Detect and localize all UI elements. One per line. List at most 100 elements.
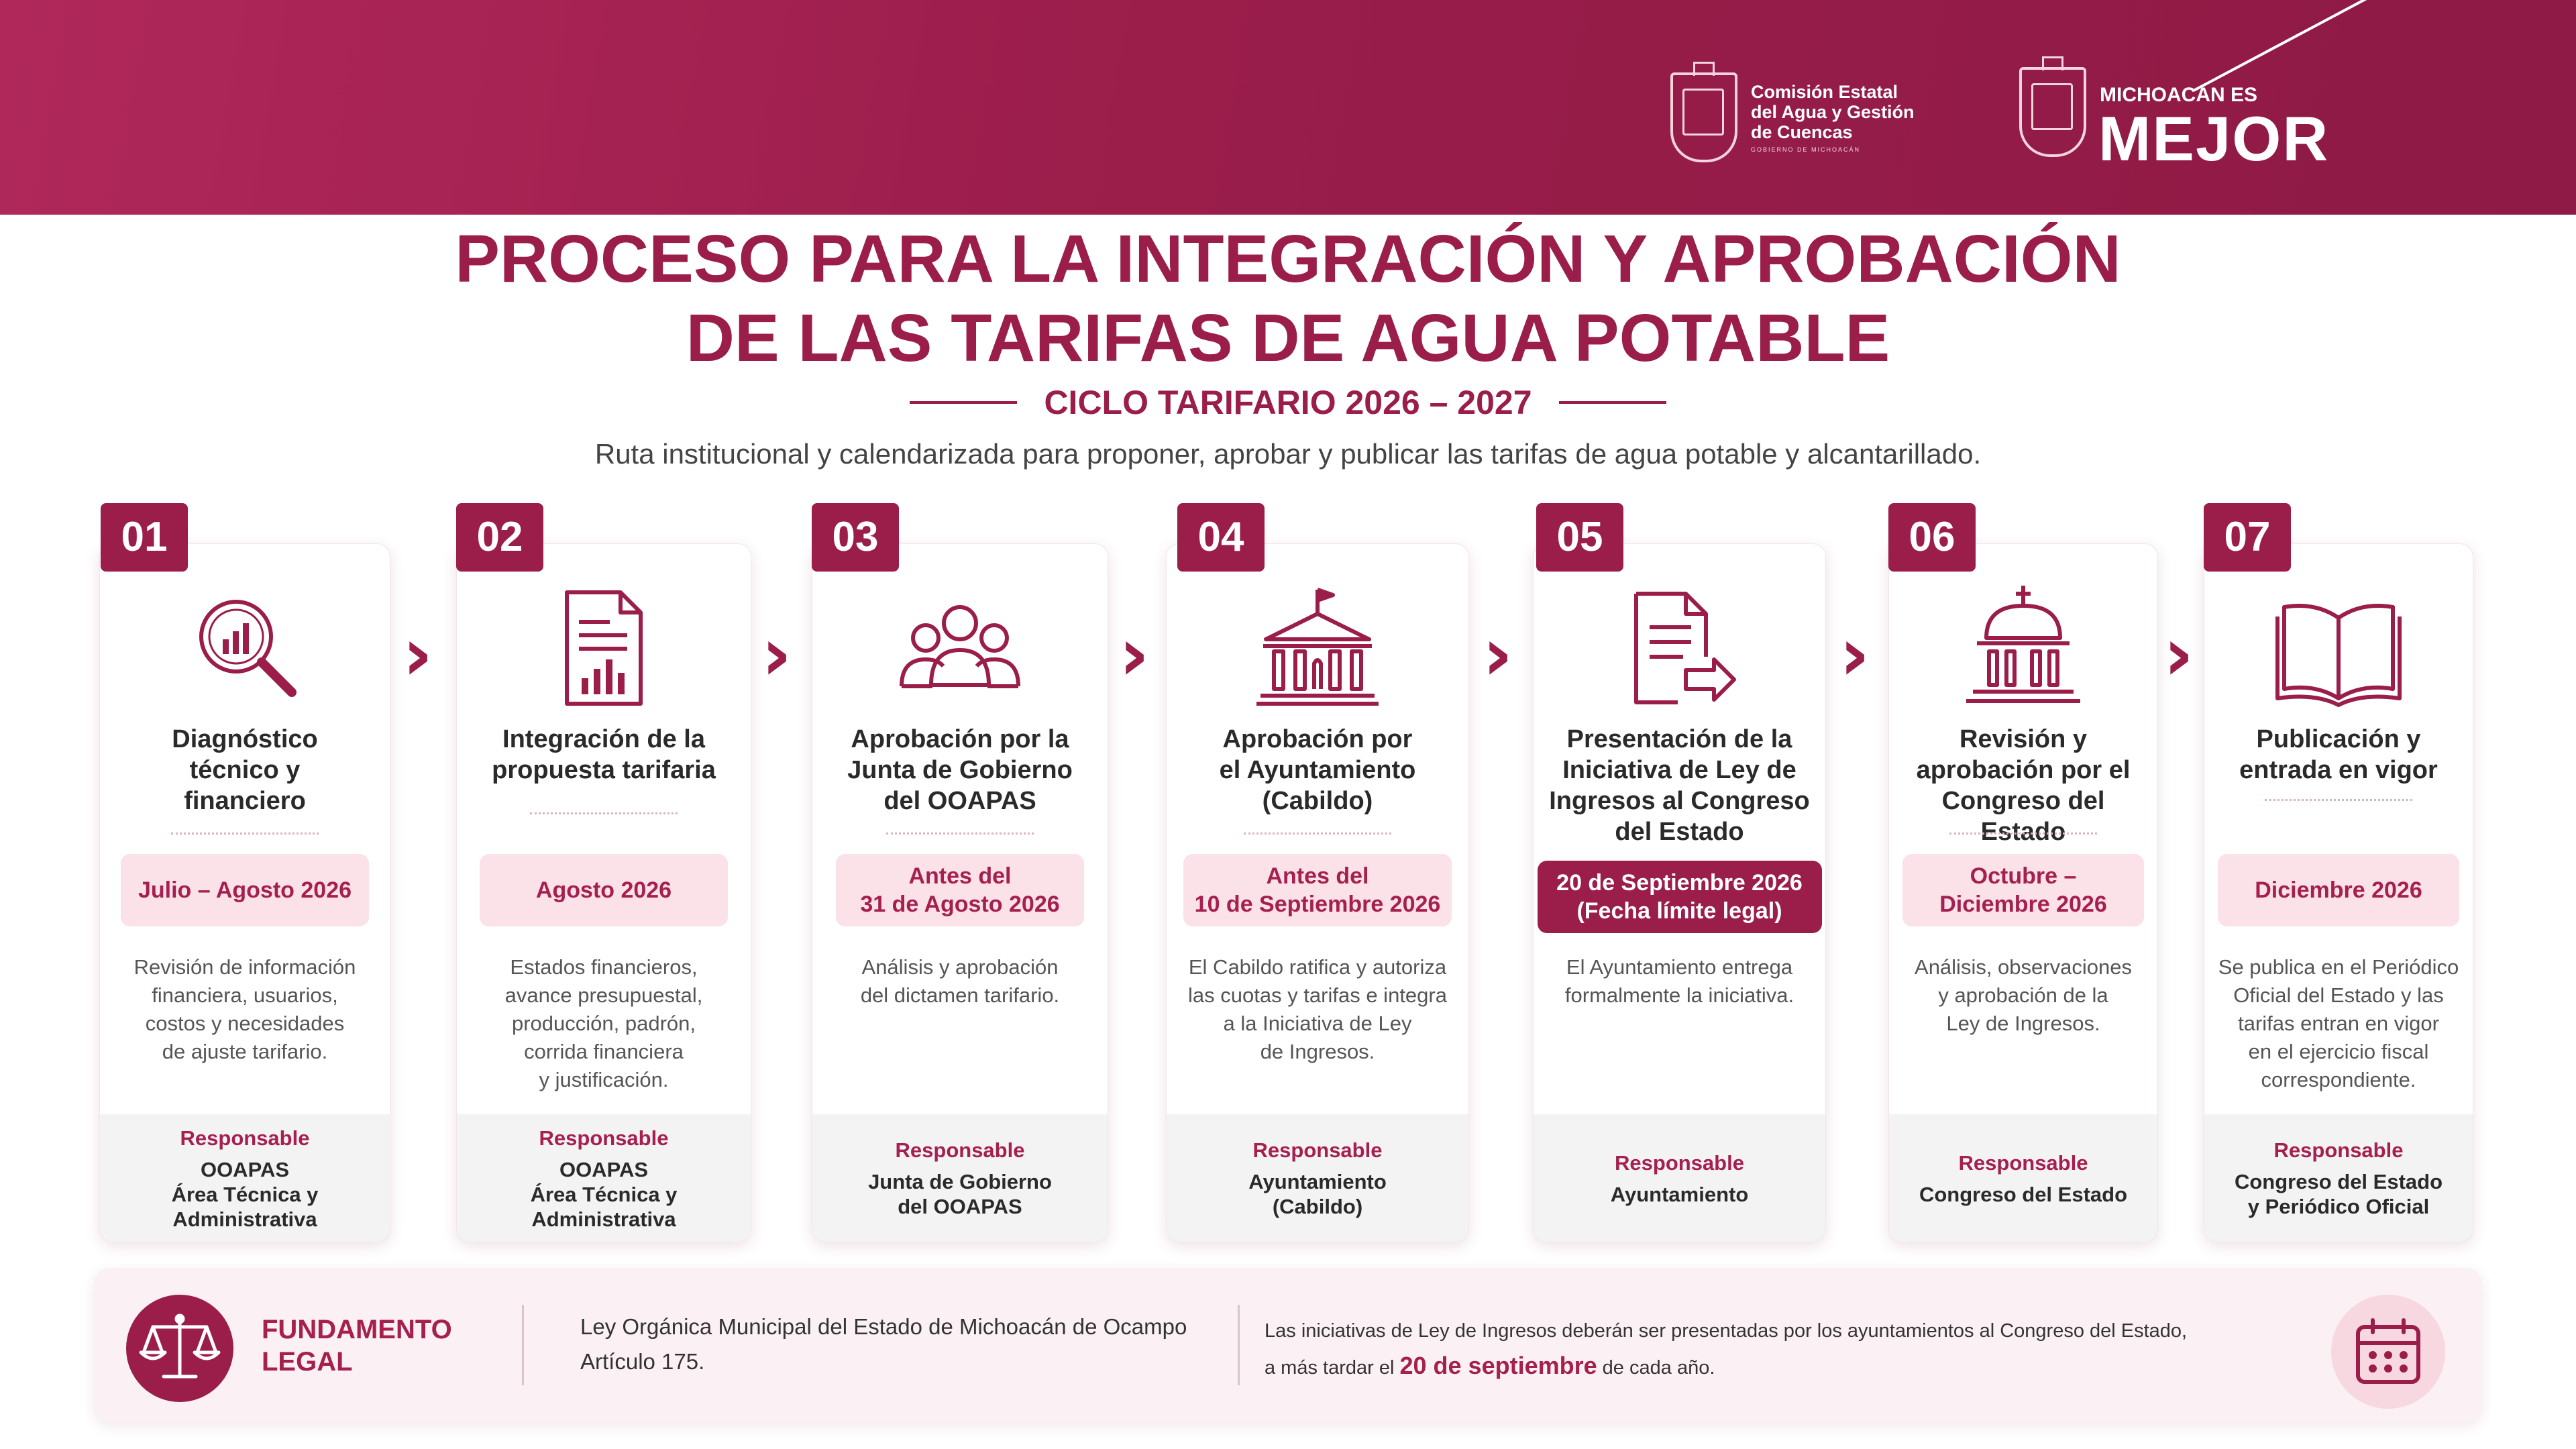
legal-note-pre: a más tardar el <box>1265 1357 1400 1379</box>
step-card-6: Revisión y aprobación por el Congreso de… <box>1888 543 2158 1242</box>
legal-label: FUNDAMENTO LEGAL <box>262 1315 452 1377</box>
step-card-2: Integración de la propuesta tarifaria Ag… <box>456 543 751 1242</box>
chevron-right-icon: › <box>1119 611 1150 697</box>
dotted-divider <box>530 812 678 814</box>
step-title: Presentación de la Iniciativa de Ley de … <box>1549 725 1810 846</box>
legal-deadline-date: 20 de septiembre <box>1399 1352 1597 1379</box>
subtitle: Ruta institucional y calendarizada para … <box>594 438 1982 470</box>
responsible-label: Responsable <box>1615 1150 1744 1175</box>
cable-car-line-icon <box>2193 0 2372 92</box>
step-card-7: Publicación y entrada en vigor Diciembre… <box>2204 543 2473 1242</box>
water-commission-logo: Comisión Estatal del Agua y Gestión de C… <box>1670 62 1925 168</box>
responsible-label: Responsable <box>539 1126 669 1150</box>
step-description: Se publica en el Periódico Oficial del E… <box>2218 955 2459 1091</box>
chevron-right-icon: › <box>1839 611 1870 697</box>
chevron-right-icon: › <box>402 611 433 697</box>
responsible-label: Responsable <box>1958 1150 2088 1175</box>
step-card-5: Presentación de la Iniciativa de Ley de … <box>1533 543 1826 1242</box>
responsible-value: OOAPAS Área Técnica y Administrativa <box>171 1157 319 1231</box>
responsible-section: Responsable OOAPAS Área Técnica y Admini… <box>100 1114 390 1242</box>
step-number: 07 <box>2204 503 2291 572</box>
magnifier-chart-icon <box>181 584 309 712</box>
group-icon <box>896 584 1024 712</box>
step-description: Revisión de información financiera, usua… <box>133 955 356 1063</box>
divider-line <box>522 1305 524 1385</box>
dotted-divider <box>886 833 1034 835</box>
chevron-right-icon: › <box>1483 611 1513 697</box>
step-title: Publicación y entrada en vigor <box>2239 725 2438 784</box>
main-title-line2: DE LAS TARIFAS DE AGUA POTABLE <box>686 301 1890 376</box>
step-date: Antes del 31 de Agosto 2026 <box>836 854 1084 926</box>
header-band: Comisión Estatal del Agua y Gestión de C… <box>0 0 2576 215</box>
step-card-4: Aprobación por el Ayuntamiento (Cabildo)… <box>1166 543 1469 1242</box>
step-title: Revisión y aprobación por el Congreso de… <box>1916 725 2131 846</box>
step-description: Estados financieros, avance presupuestal… <box>504 955 703 1091</box>
step-date-deadline: 20 de Septiembre 2026 (Fecha límite lega… <box>1537 861 1822 933</box>
cycle-heading: CICLO TARIFARIO 2026 – 2027 <box>0 382 2576 423</box>
responsible-label: Responsable <box>895 1138 1025 1162</box>
chevron-right-icon: › <box>761 611 792 697</box>
coat-of-arms-icon <box>1670 62 1737 162</box>
responsible-label: Responsable <box>180 1126 310 1150</box>
legal-note-line2: a más tardar el 20 de septiembre de cada… <box>1265 1348 2187 1385</box>
divider-line <box>1558 401 1666 404</box>
document-chart-icon <box>540 584 667 712</box>
step-description: El Ayuntamiento entrega formalmente la i… <box>1564 955 1794 1007</box>
michoacan-brand-logo: MICHOACÁN ES MEJOR <box>2019 0 2381 174</box>
responsible-section: Responsable Ayuntamiento <box>1534 1114 1825 1242</box>
responsible-label: Responsable <box>2273 1138 2404 1162</box>
legal-note-post: de cada año. <box>1597 1357 1715 1379</box>
dotted-divider <box>1949 833 2097 835</box>
document-send-icon <box>1616 584 1743 712</box>
step-number: 05 <box>1536 503 1623 572</box>
commission-name: Comisión Estatal del Agua y Gestión de C… <box>1751 82 1915 142</box>
law-article: Artículo 175. <box>580 1349 705 1374</box>
responsible-value: Ayuntamiento <box>1610 1182 1749 1206</box>
step-date: Diciembre 2026 <box>2218 854 2459 926</box>
coat-of-arms-icon <box>2019 56 2086 157</box>
calendar-icon <box>2331 1295 2445 1409</box>
responsible-section: Responsable Congreso del Estado y Periód… <box>2204 1114 2473 1242</box>
open-book-icon <box>2275 584 2402 712</box>
step-number: 04 <box>1177 503 1265 572</box>
step-title: Diagnóstico técnico y financiero <box>172 725 318 815</box>
step-card-3: Aprobación por la Junta de Gobierno del … <box>812 543 1108 1242</box>
government-label: GOBIERNO DE MICHOACÁN <box>1751 146 1861 153</box>
dotted-divider <box>171 833 319 835</box>
brand-mejor-text: MEJOR <box>2098 103 2330 174</box>
divider-line <box>1238 1305 1240 1385</box>
step-number: 02 <box>456 503 543 572</box>
step-description: Análisis y aprobación del dictamen tarif… <box>860 955 1060 1007</box>
legal-foundation-bar: FUNDAMENTO LEGAL Ley Orgánica Municipal … <box>94 1268 2482 1422</box>
step-date: Julio – Agosto 2026 <box>121 854 369 926</box>
law-name: Ley Orgánica Municipal del Estado de Mic… <box>580 1314 1187 1339</box>
brand-es-text: MICHOACÁN ES <box>2100 84 2258 106</box>
step-description: El Cabildo ratifica y autoriza las cuota… <box>1188 955 1447 1063</box>
step-number: 06 <box>1888 503 1976 572</box>
step-number: 01 <box>101 503 188 572</box>
scales-of-justice-icon <box>126 1295 233 1402</box>
step-date: Octubre – Diciembre 2026 <box>1902 854 2144 926</box>
responsible-section: Responsable Congreso del Estado <box>1889 1114 2157 1242</box>
chevron-right-icon: › <box>2163 611 2194 697</box>
law-reference: Ley Orgánica Municipal del Estado de Mic… <box>580 1309 1187 1379</box>
main-title-line1: PROCESO PARA LA INTEGRACIÓN Y APROBACIÓN <box>455 221 2121 297</box>
responsible-section: Responsable Ayuntamiento (Cabildo) <box>1167 1114 1468 1242</box>
responsible-label: Responsable <box>1252 1138 1383 1162</box>
responsible-value: OOAPAS Área Técnica y Administrativa <box>530 1157 678 1231</box>
legal-note-line1: Las iniciativas de Ley de Ingresos deber… <box>1265 1320 2188 1342</box>
cycle-label: CICLO TARIFARIO 2026 – 2027 <box>1044 384 1532 421</box>
dotted-divider <box>1244 833 1391 835</box>
step-title: Aprobación por el Ayuntamiento (Cabildo) <box>1219 725 1416 815</box>
responsible-value: Congreso del Estado <box>1919 1182 2128 1206</box>
responsible-value: Junta de Gobierno del OOAPAS <box>868 1170 1052 1218</box>
responsible-value: Congreso del Estado y Periódico Oficial <box>2234 1170 2443 1218</box>
step-description: Análisis, observaciones y aprobación de … <box>1915 955 2132 1035</box>
step-date: Antes del 10 de Septiembre 2026 <box>1183 854 1452 926</box>
step-title: Aprobación por la Junta de Gobierno del … <box>847 725 1073 815</box>
step-title: Integración de la propuesta tarifaria <box>492 725 716 784</box>
step-number: 03 <box>812 503 899 572</box>
responsible-section: Responsable OOAPAS Área Técnica y Admini… <box>457 1114 751 1242</box>
step-date: Agosto 2026 <box>480 854 728 926</box>
responsible-value: Ayuntamiento (Cabildo) <box>1248 1170 1387 1218</box>
